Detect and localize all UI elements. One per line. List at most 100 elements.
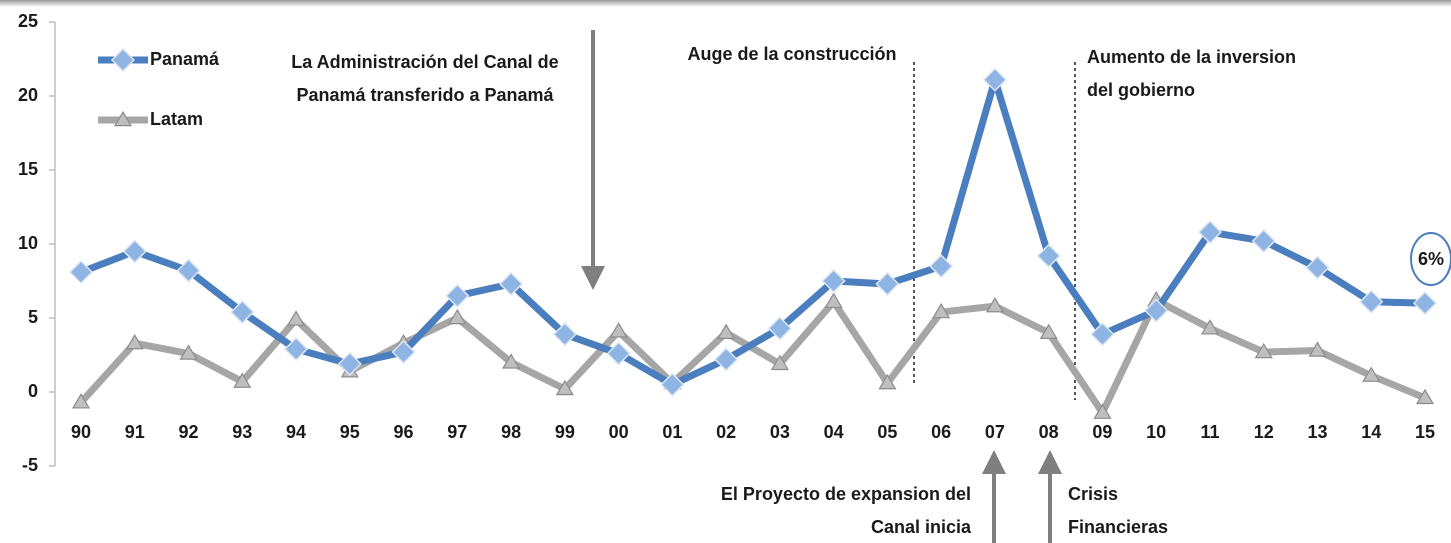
point: [179, 344, 198, 360]
point: [1036, 243, 1061, 268]
y-tick-label: -5: [22, 455, 38, 475]
point: [824, 292, 843, 308]
point: [714, 347, 739, 372]
x-tick-label: 07: [985, 422, 1005, 442]
point: [1254, 342, 1273, 359]
point: [555, 379, 574, 396]
point: [1197, 220, 1223, 245]
point: [283, 337, 309, 362]
x-tick-label: 06: [931, 422, 951, 442]
series-line: [78, 296, 1427, 417]
point: [230, 300, 255, 325]
x-tick-label: 92: [179, 422, 199, 442]
x-tick-label: 05: [877, 422, 897, 442]
point: [337, 351, 362, 376]
point: [391, 339, 416, 365]
point: [71, 393, 91, 409]
x-tick-label: 90: [71, 422, 91, 442]
point: [1305, 255, 1330, 280]
legend-label: Panamá: [150, 49, 220, 69]
point: [717, 323, 736, 339]
x-tick-label: 12: [1254, 422, 1274, 442]
annotation: Canal inicia: [871, 517, 972, 537]
x-tick-label: 04: [824, 422, 844, 442]
point: [878, 373, 897, 390]
legend-label: Latam: [150, 109, 203, 129]
x-tick-label: 01: [662, 422, 682, 442]
x-tick-label: 95: [340, 422, 360, 442]
annotation: Aumento de la inversion: [1087, 47, 1296, 67]
point: [606, 341, 631, 366]
point: [176, 258, 201, 283]
point: [875, 271, 900, 297]
point: [609, 322, 628, 338]
x-tick-label: 09: [1092, 422, 1112, 442]
annotation: El Proyecto de expansion del: [721, 484, 971, 504]
x-tick-label: 15: [1415, 422, 1435, 442]
x-tick-label: 02: [716, 422, 736, 442]
x-tick-label: 97: [447, 422, 467, 442]
point: [1412, 291, 1438, 316]
point: [660, 372, 685, 397]
y-tick-label: 25: [18, 11, 38, 31]
y-tick-label: 5: [28, 307, 38, 327]
point: [929, 254, 954, 279]
series-line: [79, 76, 1426, 389]
highlight-circle: [1410, 232, 1451, 286]
point: [552, 322, 577, 347]
point: [122, 239, 147, 264]
point: [113, 110, 133, 127]
x-tick-label: 91: [125, 422, 145, 442]
point: [1144, 298, 1169, 323]
x-tick-label: 13: [1307, 422, 1327, 442]
point: [448, 308, 467, 325]
point: [286, 310, 306, 326]
point: [1308, 341, 1327, 357]
point: [1362, 366, 1381, 382]
x-tick-label: 08: [1039, 422, 1059, 442]
x-tick-label: 93: [232, 422, 252, 442]
x-tick-label: 10: [1146, 422, 1166, 442]
point: [1093, 403, 1112, 419]
point: [932, 302, 951, 319]
annotation: La Administración del Canal de: [291, 52, 558, 72]
y-tick-label: 10: [18, 233, 38, 253]
point: [445, 283, 470, 308]
x-tick-label: 96: [394, 422, 414, 442]
x-tick-label: 00: [609, 422, 629, 442]
point: [125, 333, 144, 350]
annotation: del gobierno: [1087, 80, 1195, 100]
point: [1090, 322, 1115, 347]
x-tick-label: 11: [1200, 422, 1219, 442]
annotation: Financieras: [1068, 517, 1168, 537]
x-tick-label: 99: [555, 422, 575, 442]
x-tick-label: 14: [1361, 422, 1381, 442]
point: [1415, 388, 1435, 405]
annotation: Crisis: [1068, 484, 1118, 504]
top-bar: [0, 0, 1451, 7]
point: [821, 268, 846, 294]
point: [499, 271, 524, 297]
annotation: Auge de la construcción: [687, 44, 896, 64]
annotation: 6%: [1418, 249, 1444, 269]
x-tick-label: 03: [770, 422, 790, 442]
point: [1039, 323, 1058, 339]
x-tick-label: 98: [501, 422, 521, 442]
point: [982, 67, 1007, 92]
point: [770, 354, 789, 371]
annotation: Panamá transferido a Panamá: [296, 85, 554, 105]
point: [1359, 289, 1384, 314]
point: [985, 296, 1004, 313]
point: [502, 353, 521, 369]
point: [68, 260, 94, 285]
point: [767, 316, 792, 341]
y-tick-label: 0: [28, 381, 38, 401]
y-tick-label: 15: [18, 159, 38, 179]
x-tick-label: 94: [286, 422, 306, 442]
y-tick-label: 20: [18, 85, 38, 105]
point: [110, 47, 136, 73]
point: [1251, 228, 1276, 254]
point: [233, 372, 252, 388]
point: [1200, 319, 1220, 335]
